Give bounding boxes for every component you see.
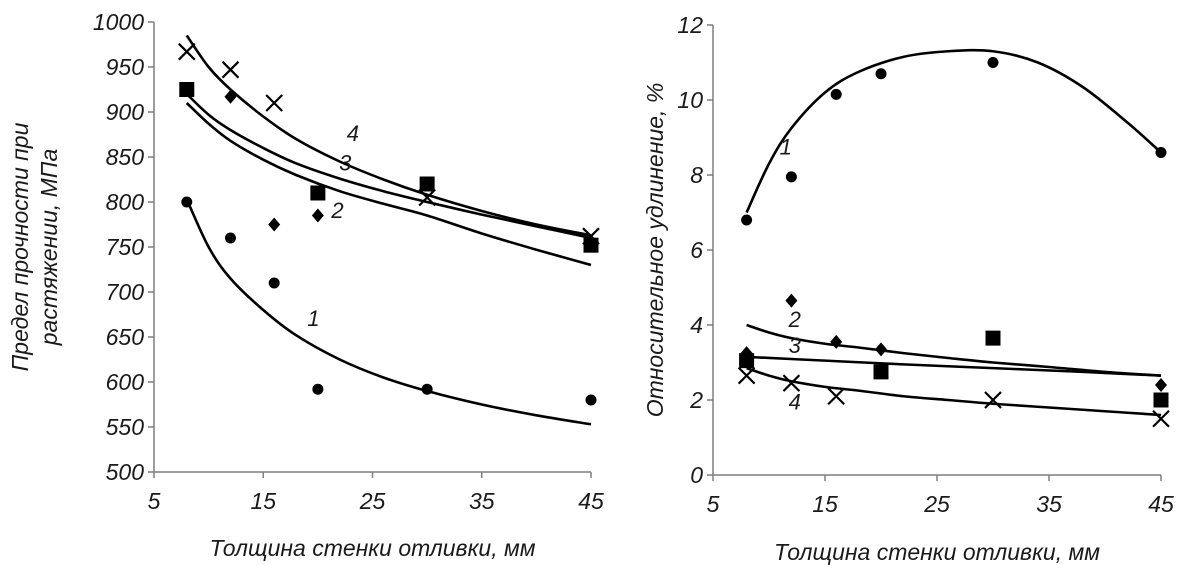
data-point-series-4 [1152, 409, 1170, 428]
y-tick-label: 850 [106, 144, 145, 170]
y-tick-label: 750 [106, 234, 145, 260]
y-tick-label: 2 [689, 387, 703, 413]
y-axis-title-line: Предел прочности при [7, 122, 33, 371]
y-tick-label: 4 [690, 312, 703, 338]
curve-label-1: 1 [307, 306, 319, 331]
y-axis-title-line: растяжении, МПа [36, 149, 62, 347]
data-point-series-2 [311, 208, 324, 223]
data-point-series-2 [268, 217, 281, 232]
data-point-series-4 [265, 94, 283, 112]
data-point-series-1 [585, 394, 597, 406]
data-point-series-1 [224, 232, 236, 244]
x-tick-label: 25 [923, 491, 950, 517]
curve-label-2: 2 [330, 198, 343, 223]
data-point-series-2 [875, 342, 887, 357]
data-point-series-2 [1155, 378, 1167, 392]
y-tick-label: 0 [690, 462, 703, 488]
data-point-series-3 [1153, 392, 1169, 408]
x-tick-label: 25 [359, 488, 386, 514]
trendline-series-3 [746, 355, 1162, 377]
y-tick-label: 550 [106, 414, 145, 440]
y-axis-title: Относительное удлинение, % [642, 83, 668, 418]
data-point-series-3 [179, 82, 195, 97]
y-tick-label: 700 [106, 279, 145, 305]
trendline-series-2 [746, 323, 1162, 377]
curve-label-4: 4 [789, 389, 801, 414]
data-point-series-1 [181, 196, 193, 208]
y-tick-label: 900 [106, 99, 145, 125]
curve-label-4: 4 [347, 121, 359, 146]
data-point-series-4 [418, 188, 436, 207]
x-tick-label: 45 [578, 488, 604, 514]
data-point-series-4 [984, 391, 1002, 409]
data-point-series-1 [785, 171, 797, 183]
trendline-series-4 [746, 366, 1162, 417]
data-point-series-2 [785, 293, 798, 308]
y-tick-label: 6 [690, 237, 703, 263]
x-tick-label: 45 [1148, 491, 1174, 517]
trendline-series-2 [185, 102, 592, 267]
x-axis-title: Толщина стенки отливки, мм [774, 539, 1100, 565]
data-point-series-3 [739, 353, 755, 369]
x-tick-label: 15 [250, 488, 276, 514]
trendline-series-1 [745, 48, 1162, 214]
x-tick-label: 5 [148, 488, 161, 514]
data-point-series-4 [582, 227, 600, 245]
data-point-series-4 [782, 374, 801, 392]
y-tick-label: 950 [106, 54, 145, 80]
data-point-series-1 [268, 277, 280, 289]
y-tick-label: 8 [690, 162, 703, 188]
y-axis-title-line: Относительное удлинение, % [642, 83, 668, 418]
data-point-series-3 [873, 364, 889, 380]
data-point-series-2 [224, 89, 237, 104]
data-point-series-1 [1155, 147, 1167, 158]
x-tick-label: 35 [469, 488, 495, 514]
data-point-series-3 [310, 185, 326, 201]
curve-label-1: 1 [780, 134, 792, 159]
data-point-series-1 [312, 383, 324, 395]
trendline-series-4 [185, 34, 592, 237]
trendline-series-3 [185, 93, 592, 240]
data-point-series-1 [741, 214, 753, 226]
curve-label-3: 3 [339, 151, 352, 176]
data-point-series-4 [827, 387, 845, 406]
data-point-series-2 [830, 334, 843, 349]
data-point-series-3 [985, 330, 1001, 346]
trendline-series-1 [185, 198, 592, 426]
x-tick-label: 5 [707, 491, 720, 517]
data-point-series-1 [421, 383, 433, 395]
y-tick-label: 600 [106, 369, 145, 395]
y-tick-label: 500 [106, 459, 145, 485]
curve-label-2: 2 [788, 307, 801, 332]
curve-label-3: 3 [789, 333, 802, 358]
y-tick-label: 650 [106, 324, 145, 350]
x-tick-label: 15 [812, 491, 838, 517]
data-point-series-1 [830, 88, 842, 100]
y-tick-label: 1000 [93, 9, 144, 35]
tensile-strength-chart: 500 550 600 650 700 750 800 850 900 950 1000 5 15 25 3… [7, 9, 604, 561]
y-tick-label: 800 [106, 189, 145, 215]
x-axis-title: Толщина стенки отливки, мм [209, 535, 535, 561]
data-point-series-1 [875, 68, 887, 80]
y-tick-label: 10 [677, 87, 703, 113]
data-point-series-4 [177, 42, 196, 61]
data-point-series-3 [419, 176, 435, 192]
data-point-series-4 [221, 60, 240, 79]
y-tick-label: 12 [677, 12, 703, 38]
data-point-series-4 [737, 366, 756, 385]
y-axis-title: Предел прочности при растяжении, МПа [7, 122, 62, 371]
x-tick-label: 35 [1036, 491, 1062, 517]
data-point-series-1 [987, 57, 999, 68]
